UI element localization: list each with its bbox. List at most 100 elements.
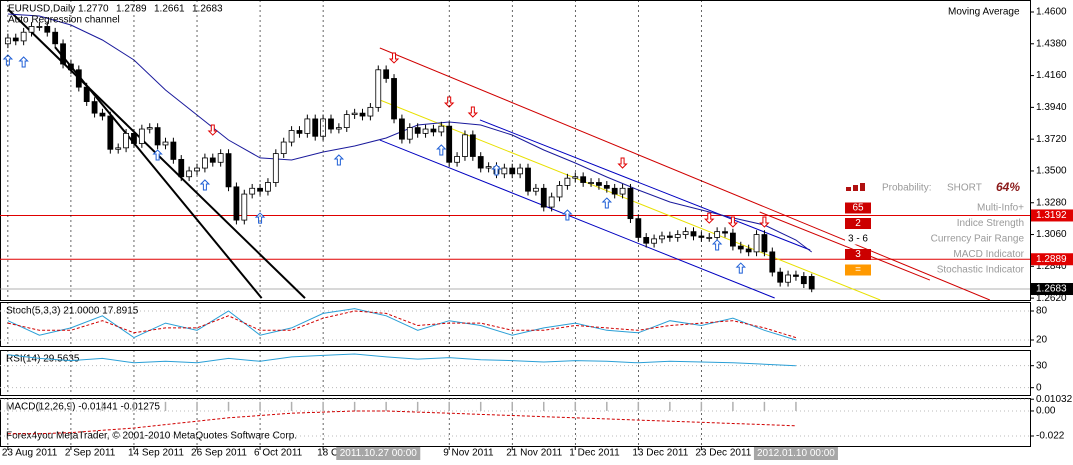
info-box-label: =: [855, 265, 861, 276]
crosshair-label: 2011.10.27 00:00: [340, 448, 418, 459]
candle-body: [651, 238, 657, 244]
candle-body: [304, 118, 311, 134]
info-box-label: 65: [852, 203, 864, 214]
level-label-box: [1031, 253, 1073, 266]
y-tick-label: 1.3060: [1036, 229, 1067, 240]
candle-body: [454, 156, 460, 163]
candle-body: [186, 170, 193, 178]
main-panel: [0, 0, 1031, 301]
y-tick-label: 0.00: [1036, 406, 1056, 417]
candle-body: [588, 182, 594, 184]
x-tick-label: 13 Dec 2011: [632, 448, 688, 459]
ohlc-label: 1.2683: [192, 4, 223, 15]
candle-body: [20, 31, 27, 42]
candle-body: [296, 130, 303, 134]
probability-value: 64%: [996, 180, 1020, 194]
trend-line: [379, 47, 990, 300]
y-tick-label: 1.2620: [1036, 293, 1067, 304]
trend-line: [379, 139, 775, 299]
info-box-label: 3 - 6: [848, 234, 868, 245]
candle-body: [753, 234, 760, 253]
candle-body: [138, 128, 145, 144]
info-box-label: 3: [855, 249, 861, 260]
candle-body: [525, 167, 531, 192]
level-label: 1.3192: [1036, 210, 1067, 221]
candle-body: [540, 187, 547, 208]
candle-body: [170, 141, 177, 160]
x-tick-label: 23 Dec 2011: [695, 448, 751, 459]
indicator-title: MACD(12,26,9) -0.01441 -0.01275: [6, 402, 160, 413]
candle-body: [485, 166, 492, 169]
candle-body: [722, 231, 728, 234]
sell-arrow: [704, 212, 715, 224]
candle-body: [375, 69, 382, 108]
y-tick-label: 0: [1036, 382, 1042, 393]
candle-body: [414, 127, 421, 134]
candle-body: [501, 167, 508, 175]
candle-body: [225, 153, 232, 188]
info-icon: [853, 185, 858, 191]
x-tick-label: 2 Sep 2011: [65, 448, 116, 459]
candle-body: [769, 251, 776, 273]
y-tick-label: 20: [1036, 335, 1048, 346]
candle-body: [12, 37, 19, 42]
candle-body: [635, 218, 642, 238]
candle-body: [351, 112, 358, 115]
candle-body: [123, 132, 129, 149]
candle-body: [532, 187, 539, 192]
buy-arrow: [2, 54, 14, 66]
candle-body: [517, 167, 524, 175]
subtitle: Auto Regression channel: [8, 15, 120, 26]
candle-body: [83, 86, 90, 102]
info-row-label: Stochastic Indicator: [937, 265, 1025, 276]
buy-arrow: [18, 56, 29, 68]
buy-arrow: [152, 149, 163, 161]
candle-body: [249, 187, 256, 195]
candle-body: [178, 158, 185, 178]
buy-arrow: [199, 179, 211, 191]
candle-body: [666, 235, 673, 238]
x-tick-label: 23 Aug 2011: [2, 448, 58, 459]
candle-body: [737, 245, 744, 250]
buy-arrow: [711, 239, 723, 251]
candle-body: [36, 26, 43, 28]
y-tick-label: 0.01032: [1036, 394, 1073, 405]
y-tick-label: 30: [1036, 360, 1048, 371]
info-icon: [846, 187, 851, 191]
candle-body: [367, 106, 374, 117]
candle-body: [154, 127, 161, 146]
candle-body: [477, 156, 484, 169]
x-tick-label: 6 Oct 2011: [254, 448, 303, 459]
candle-body: [328, 118, 334, 130]
info-box: [845, 202, 871, 214]
level-label: 1.2889: [1036, 254, 1067, 265]
buy-arrow: [436, 144, 447, 156]
indicator-line: [7, 410, 796, 435]
indicator-plot: [0, 398, 1030, 437]
info-box: [845, 264, 871, 276]
candle-body: [399, 118, 405, 140]
candle-body: [682, 231, 689, 235]
info-row-label: Multi-Info+: [977, 203, 1024, 214]
candle-body: [99, 112, 106, 117]
y-tick-label: 1.4160: [1036, 70, 1067, 81]
x-tick-label: 9 Nov 2011: [443, 448, 494, 459]
candle-body: [438, 125, 445, 133]
indicator-plot: [0, 308, 1030, 341]
buy-arrow: [601, 197, 613, 209]
candle-body: [564, 177, 571, 186]
candle-body: [462, 134, 468, 157]
sell-arrow: [727, 216, 739, 228]
crosshair-label-box: [753, 447, 838, 460]
candle-body: [761, 234, 768, 253]
trend-line: [759, 211, 931, 281]
buy-arrow: [254, 212, 266, 224]
candle-body: [217, 153, 224, 163]
candle-body: [391, 78, 397, 120]
y-tick-label: 80: [1036, 306, 1048, 317]
candle-body: [280, 141, 287, 155]
candle-body: [580, 176, 587, 183]
sell-arrow: [443, 96, 455, 108]
